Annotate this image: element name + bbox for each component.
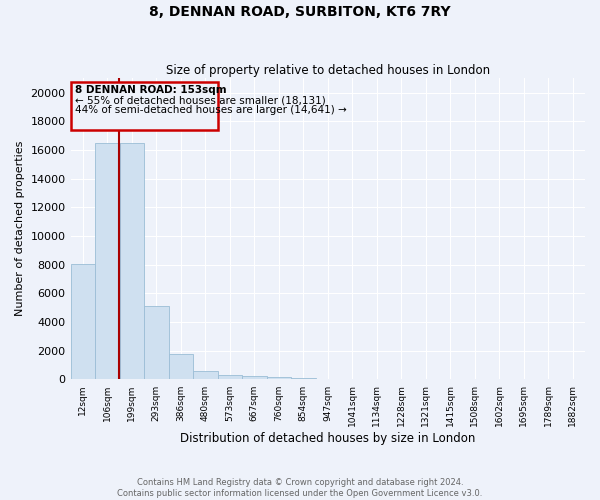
Title: Size of property relative to detached houses in London: Size of property relative to detached ho… <box>166 64 490 77</box>
Bar <box>144 306 169 380</box>
Bar <box>169 354 193 380</box>
X-axis label: Distribution of detached houses by size in London: Distribution of detached houses by size … <box>180 432 475 445</box>
FancyBboxPatch shape <box>71 82 218 130</box>
Text: Contains HM Land Registry data © Crown copyright and database right 2024.
Contai: Contains HM Land Registry data © Crown c… <box>118 478 482 498</box>
Text: 8 DENNAN ROAD: 153sqm: 8 DENNAN ROAD: 153sqm <box>76 84 227 94</box>
Y-axis label: Number of detached properties: Number of detached properties <box>15 141 25 316</box>
Bar <box>266 378 291 380</box>
Bar <box>193 370 218 380</box>
Bar <box>95 142 119 380</box>
Bar <box>119 142 144 380</box>
Bar <box>242 376 266 380</box>
Bar <box>218 375 242 380</box>
Text: 44% of semi-detached houses are larger (14,641) →: 44% of semi-detached houses are larger (… <box>76 106 347 116</box>
Text: 8, DENNAN ROAD, SURBITON, KT6 7RY: 8, DENNAN ROAD, SURBITON, KT6 7RY <box>149 5 451 19</box>
Text: ← 55% of detached houses are smaller (18,131): ← 55% of detached houses are smaller (18… <box>76 96 326 106</box>
Bar <box>291 378 316 380</box>
Bar <box>71 264 95 380</box>
